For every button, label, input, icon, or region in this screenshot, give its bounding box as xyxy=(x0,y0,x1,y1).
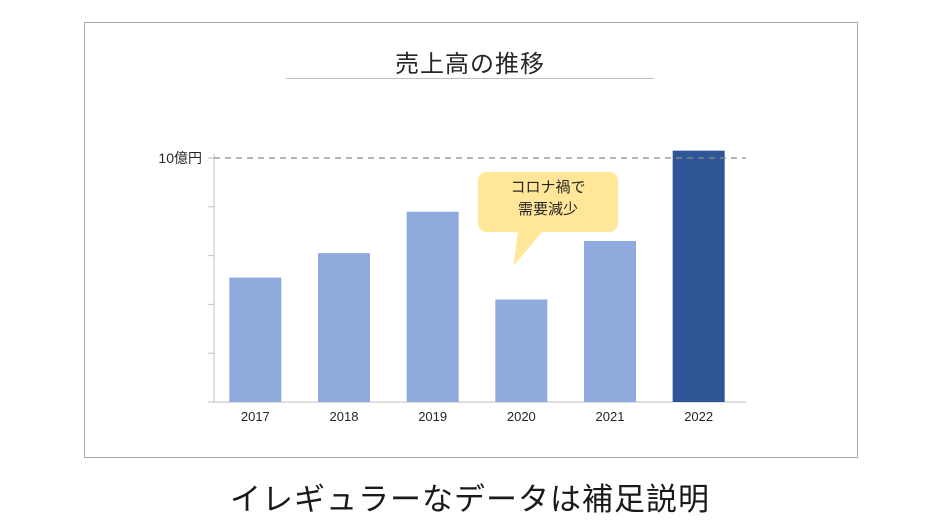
x-tick-label-2019: 2019 xyxy=(418,409,447,424)
annotation-text: コロナ禍で 需要減少 xyxy=(480,176,616,220)
bar-2019 xyxy=(406,211,459,402)
bar-2017 xyxy=(229,277,282,402)
x-tick-labels: 2017 2018 2019 2020 2021 2022 xyxy=(241,409,713,424)
annotation-line-1: コロナ禍で xyxy=(510,178,586,196)
x-tick-label-2018: 2018 xyxy=(330,409,359,424)
annotation-callout xyxy=(478,172,618,266)
x-tick-label-2022: 2022 xyxy=(684,409,713,424)
x-tick-label-2017: 2017 xyxy=(241,409,270,424)
x-tick-label-2021: 2021 xyxy=(596,409,625,424)
bar-2022 xyxy=(672,150,725,402)
annotation-line-2: 需要減少 xyxy=(517,200,578,218)
chart-title: 売上高の推移 xyxy=(395,50,545,78)
bar-2020 xyxy=(495,299,548,402)
slide-caption: イレギュラーなデータは補足説明 xyxy=(230,482,710,518)
bar-2021 xyxy=(584,240,636,402)
chart-panel xyxy=(84,22,858,458)
title-underline xyxy=(286,78,654,79)
annotation-bubble xyxy=(478,172,618,266)
reference-line-group: 10億円 xyxy=(158,150,746,166)
chart-axes xyxy=(208,154,746,403)
bar-2018 xyxy=(318,253,370,402)
chart-bars xyxy=(229,150,725,402)
x-tick-label-2020: 2020 xyxy=(507,409,536,424)
reference-line-label: 10億円 xyxy=(158,150,202,166)
